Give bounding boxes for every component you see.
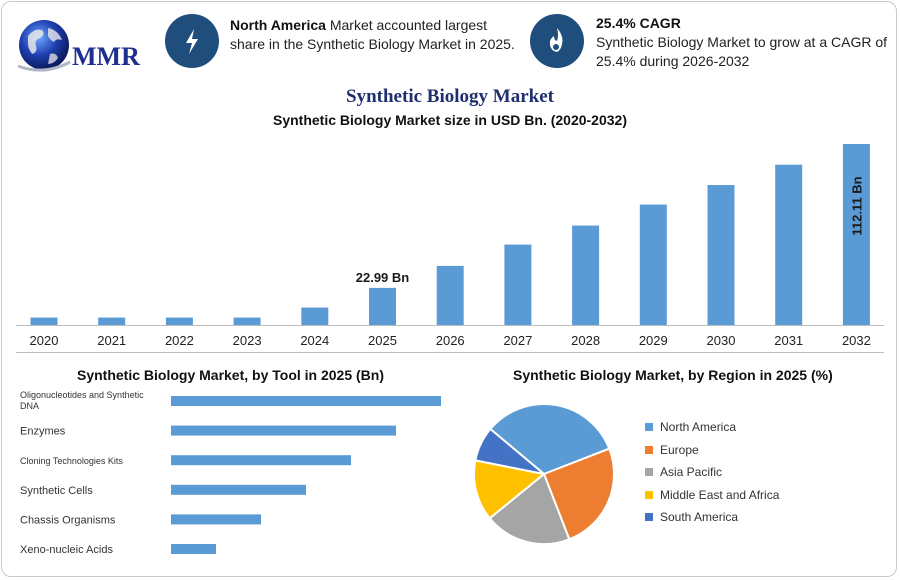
tool-bar bbox=[171, 455, 351, 466]
bar-2024 bbox=[301, 307, 329, 325]
legend-swatch bbox=[645, 468, 653, 476]
x-tick-label: 2020 bbox=[30, 333, 59, 348]
market-size-bar-chart: 2020 2021 2022 2023 2024 2025 2026 2027 2028 2029… bbox=[16, 144, 884, 348]
tool-chart-title: Synthetic Biology Market, by Tool in 202… bbox=[77, 367, 385, 383]
pie-slice-asia-pacific bbox=[488, 472, 571, 545]
legend-swatch bbox=[645, 490, 653, 499]
legend-label: North America bbox=[660, 420, 737, 434]
tool-label: Chassis Organisms bbox=[20, 514, 116, 526]
flame-icon bbox=[530, 14, 584, 68]
highlight-2-text: Synthetic Biology Market to grow at a CA… bbox=[596, 34, 888, 69]
legend-label: Europe bbox=[660, 442, 699, 457]
lightning-icon bbox=[165, 14, 219, 68]
legend-label: Middle East and Africa bbox=[660, 487, 780, 502]
legend-label: South America bbox=[660, 510, 739, 524]
legend-swatch bbox=[645, 513, 653, 521]
x-tick-label: 2025 bbox=[368, 333, 397, 348]
pie-slice-middle-east-and-africa bbox=[473, 459, 547, 520]
logo-text: MMR bbox=[72, 42, 140, 71]
tool-bar bbox=[171, 514, 261, 525]
x-tick-label: 2026 bbox=[436, 333, 465, 348]
x-tick-label: 2022 bbox=[165, 333, 194, 348]
x-tick-label: 2027 bbox=[503, 333, 532, 348]
bar-2032 bbox=[842, 144, 870, 325]
bar-2026 bbox=[436, 265, 464, 325]
tool-label: Oligonucleotides and Synthetic bbox=[20, 390, 144, 400]
tool-label: DNA bbox=[20, 401, 39, 411]
highlight-north-america: North America Market accounted largest s… bbox=[230, 16, 520, 54]
x-tick-label: 2031 bbox=[774, 333, 803, 348]
bar-2021 bbox=[98, 317, 126, 325]
bar-2020 bbox=[30, 317, 58, 325]
bar-2023 bbox=[233, 317, 261, 325]
tool-bar bbox=[171, 484, 306, 495]
pie-slice-north-america bbox=[488, 403, 611, 476]
x-tick-label: 2024 bbox=[300, 333, 329, 348]
bar-2022 bbox=[165, 317, 193, 325]
bar-2025 bbox=[369, 287, 396, 325]
x-tick-label: 2021 bbox=[97, 333, 126, 348]
tool-label: Xeno-nucleic Acids bbox=[20, 544, 113, 556]
highlight-1-bold: North America bbox=[230, 17, 326, 33]
highlight-2-bold: 25.4% CAGR bbox=[596, 15, 681, 31]
tool-label: Synthetic Cells bbox=[20, 485, 93, 497]
main-chart-subtitle: Synthetic Biology Market size in USD Bn.… bbox=[273, 112, 627, 128]
tool-bar bbox=[171, 396, 441, 406]
main-chart-title: Synthetic Biology Market bbox=[346, 86, 554, 107]
section-divider bbox=[16, 352, 884, 353]
tool-bar bbox=[171, 425, 396, 436]
region-pie-chart bbox=[473, 403, 615, 545]
bar-2030 bbox=[707, 185, 735, 325]
legend-swatch bbox=[645, 423, 653, 431]
region-chart-title: Synthetic Biology Market, by Region in 2… bbox=[513, 367, 833, 383]
globe-icon bbox=[17, 20, 71, 72]
tool-label: Cloning Technologies Kits bbox=[20, 456, 123, 466]
tool-label: Enzymes bbox=[20, 426, 66, 438]
highlight-1-text: Market accounted largest share in the Sy… bbox=[230, 17, 515, 52]
bar-2031 bbox=[775, 164, 803, 325]
x-tick-label: 2030 bbox=[707, 333, 736, 348]
bar-2028 bbox=[572, 225, 600, 325]
highlight-cagr: 25.4% CAGR Synthetic Biology Market to g… bbox=[596, 14, 891, 71]
tool-bar bbox=[171, 544, 216, 554]
x-tick-label: 2028 bbox=[571, 333, 600, 348]
pie-slice-south-america bbox=[474, 427, 545, 475]
data-label: 22.99 Bn bbox=[356, 270, 410, 285]
legend-swatch bbox=[645, 445, 653, 454]
bar-2027 bbox=[504, 244, 532, 325]
mmr-logo: MMR bbox=[14, 14, 140, 80]
x-tick-label: 2032 bbox=[842, 333, 871, 348]
data-label: 112.11 Bn bbox=[849, 176, 864, 235]
bar-2029 bbox=[639, 204, 667, 325]
legend-label: Asia Pacific bbox=[660, 465, 723, 479]
x-tick-label: 2023 bbox=[233, 333, 262, 348]
x-tick-label: 2029 bbox=[639, 333, 668, 348]
